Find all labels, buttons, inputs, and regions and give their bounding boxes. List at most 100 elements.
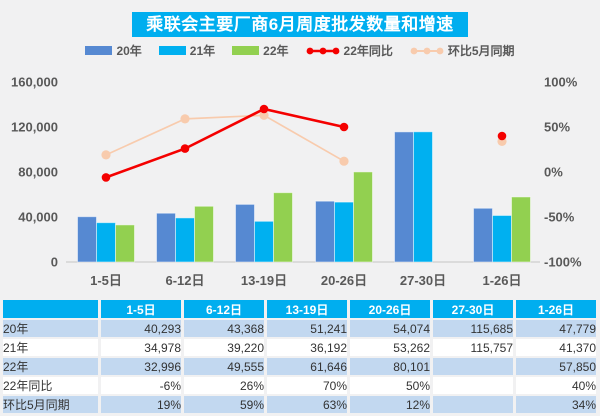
- table-cell: 40%: [516, 377, 596, 394]
- table-cell: 19%: [101, 396, 181, 413]
- bar-swatch-2021-icon: [158, 46, 186, 55]
- right-axis-tick-label: 0%: [544, 165, 563, 180]
- legend-item-mom: 环比5月同期: [410, 42, 515, 59]
- table-row: 20年 40,293 43,368 51,241 54,074 115,685 47,779: [3, 320, 596, 337]
- data-point-环比5月同期: [180, 114, 190, 124]
- bar-20年: [235, 203, 255, 263]
- table-cell: 49,555: [184, 358, 264, 375]
- table-head: 1-5日 6-12日 13-19日 20-26日 27-30日 1-26日: [3, 300, 596, 318]
- table-row: 22年同比 -6% 26% 70% 50% 40%: [3, 377, 596, 394]
- table-cell: 59%: [184, 396, 264, 413]
- bar-20年: [473, 207, 493, 263]
- table-cell: 115,685: [433, 320, 513, 337]
- data-point-环比5月同期: [339, 156, 349, 166]
- table-cell: 54,074: [350, 320, 430, 337]
- bar-21年: [96, 222, 116, 263]
- table-column-header: 20-26日: [350, 300, 430, 318]
- row-label: 21年: [3, 339, 98, 356]
- line-22年同比: [105, 107, 345, 179]
- legend-item-yoy: 22年同比: [306, 42, 393, 59]
- legend-label-mom: 环比5月同期: [447, 44, 515, 58]
- legend-item-2021: 21年: [158, 42, 216, 59]
- row-label: 20年: [3, 320, 98, 337]
- bar-20年: [156, 212, 176, 263]
- bar-20年: [77, 216, 97, 263]
- row-label: 环比5月同期: [3, 396, 98, 413]
- bar-swatch-2022-icon: [232, 46, 260, 55]
- bar-22年: [511, 196, 531, 263]
- x-axis-category-label: 1-26日: [482, 273, 521, 288]
- table-cell: 80,101: [350, 358, 430, 375]
- row-label: 22年同比: [3, 377, 98, 394]
- x-axis-category-label: 1-5日: [90, 273, 122, 288]
- legend-item-2022: 22年: [232, 42, 289, 59]
- bar-21年: [175, 217, 195, 263]
- table-cell: 57,850: [516, 358, 596, 375]
- table-cell: 43,368: [184, 320, 264, 337]
- table-cell: 63%: [267, 396, 347, 413]
- bar-20年: [394, 131, 414, 263]
- table-row: 22年 32,996 49,555 61,646 80,101 57,850: [3, 358, 596, 375]
- bar-swatch-2020-icon: [85, 46, 113, 55]
- right-axis-tick-label: -50%: [544, 210, 575, 225]
- data-point-22年同比: [101, 173, 111, 182]
- bar-20年: [315, 200, 335, 263]
- line-dots-swatch-mom-icon: [410, 47, 444, 54]
- legend-item-2020: 20年: [85, 42, 142, 59]
- table-body: 20年 40,293 43,368 51,241 54,074 115,685 47,779…: [3, 320, 596, 413]
- title-row: 乘联会主要厂商6月周度批发数量和增速: [0, 0, 600, 37]
- table-cell: 41,370: [516, 339, 596, 356]
- table-column-header: 27-30日: [433, 300, 513, 318]
- legend-label-2020: 20年: [116, 44, 142, 58]
- combo-chart: 160,000 120,000 80,000 40,000 0 100% 50% 0% -50%…: [11, 75, 582, 289]
- table-cell: 12%: [350, 396, 430, 413]
- table-cell: 53,262: [350, 339, 430, 356]
- bar-22年: [353, 171, 373, 263]
- table-cell: 115,757: [433, 339, 513, 356]
- table-cell: 36,192: [267, 339, 347, 356]
- table-cell: 47,779: [516, 320, 596, 337]
- table-cell: 40,293: [101, 320, 181, 337]
- right-axis-tick-label: -100%: [544, 255, 582, 270]
- line-dots-swatch-yoy-icon: [306, 47, 339, 54]
- legend-label-2022: 22年: [263, 44, 289, 58]
- table-cell: [433, 396, 513, 413]
- data-point-22年同比: [259, 104, 269, 114]
- bar-21年: [334, 201, 354, 263]
- legend-label-yoy: 22年同比: [343, 44, 393, 58]
- table-cell: 51,241: [267, 320, 347, 337]
- legend: 20年 21年 22年 22年同比 环比5月同期: [0, 43, 600, 58]
- table-column-header: 1-5日: [101, 300, 181, 318]
- table-cell: 34%: [516, 396, 596, 413]
- bar-21年: [413, 131, 433, 263]
- table-column-header: 1-26日: [516, 300, 596, 318]
- bar-21年: [492, 214, 512, 263]
- left-axis-tick-label: 120,000: [11, 120, 58, 135]
- table-cell: -6%: [101, 377, 181, 394]
- bar-22年: [194, 205, 214, 263]
- table-header-row: 1-5日 6-12日 13-19日 20-26日 27-30日 1-26日: [3, 300, 596, 318]
- table-cell: 26%: [184, 377, 264, 394]
- x-axis-category-label: 27-30日: [400, 273, 446, 288]
- data-point-22年同比: [180, 144, 190, 153]
- left-axis-tick-label: 80,000: [18, 165, 58, 180]
- x-axis-category-label: 13-19日: [241, 273, 287, 288]
- table-cell: 34,978: [101, 339, 181, 356]
- x-axis-category-label: 6-12日: [165, 273, 204, 288]
- table-corner-cell: [3, 300, 98, 318]
- table-column-header: 6-12日: [184, 300, 264, 318]
- line-环比5月同期: [105, 114, 345, 162]
- table-row: 环比5月同期 19% 59% 63% 12% 34%: [3, 396, 596, 413]
- data-point-22年同比: [497, 131, 507, 141]
- chart-title: 乘联会主要厂商6月周度批发数量和增速: [132, 12, 468, 37]
- bar-21年: [254, 220, 274, 263]
- bar-22年: [115, 224, 135, 263]
- right-axis-tick-label: 50%: [544, 120, 570, 135]
- legend-label-2021: 21年: [189, 44, 216, 58]
- table-cell: 61,646: [267, 358, 347, 375]
- table-cell: 32,996: [101, 358, 181, 375]
- table-row: 21年 34,978 39,220 36,192 53,262 115,757 41,370: [3, 339, 596, 356]
- right-axis-tick-label: 100%: [544, 75, 578, 90]
- table-cell: 50%: [350, 377, 430, 394]
